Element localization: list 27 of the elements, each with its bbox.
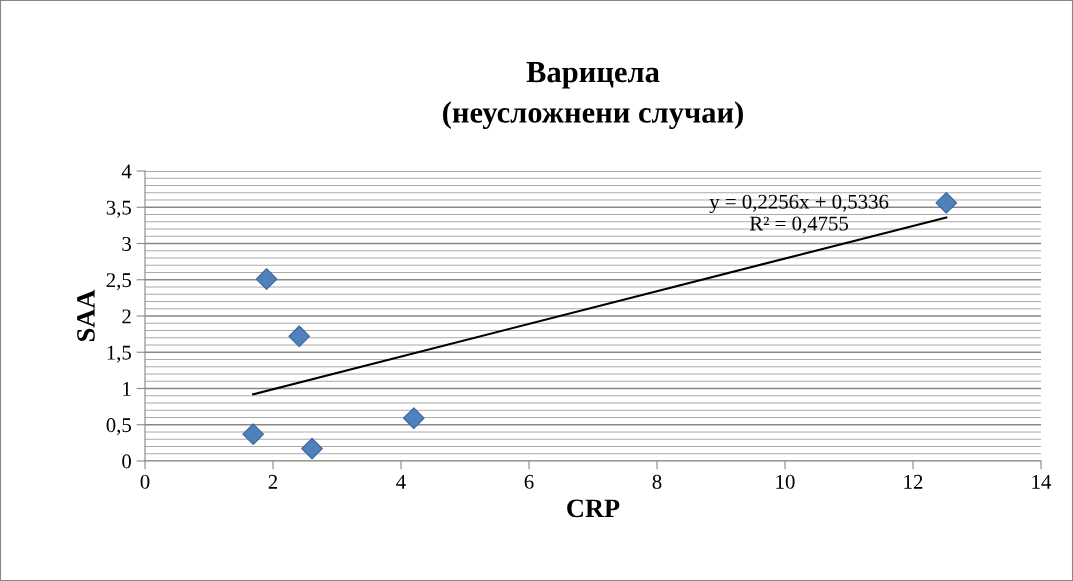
chart-title: Варицела (неусложнени случаи) [443,62,743,130]
y-tick-label: 3,5 [106,200,131,218]
annotation: y = 0,2256x + 0,5336 R² = 0,4755 [709,194,889,234]
x-tick-label: 2 [268,474,278,489]
y-tick-label: 3 [122,236,131,251]
point [255,268,278,290]
y-tick-label: 2,5 [106,273,131,291]
x-tick-label: 12 [904,474,923,489]
x-tick-label: 10 [776,474,795,489]
point [402,407,425,430]
y-tick-label: 1,5 [107,345,131,363]
y-tick-label: 0 [122,454,132,469]
point [301,437,323,460]
x-axis-title: CRP [567,499,620,518]
point [935,192,958,214]
x-tick-label: 6 [524,474,534,489]
y-tick-label: 2 [122,309,131,324]
x-tick-label: 0 [140,474,150,489]
x-tick-label: 8 [652,474,662,489]
y-axis-title: SAA [77,289,95,341]
y-tick-label: 1 [123,381,131,396]
point [288,325,311,348]
point [242,423,265,446]
x-tick-label: 14 [1032,474,1052,489]
y-tick-label: 0,5 [106,418,131,436]
x-tick-label: 4 [396,474,406,489]
y-tick-label: 4 [121,164,132,179]
